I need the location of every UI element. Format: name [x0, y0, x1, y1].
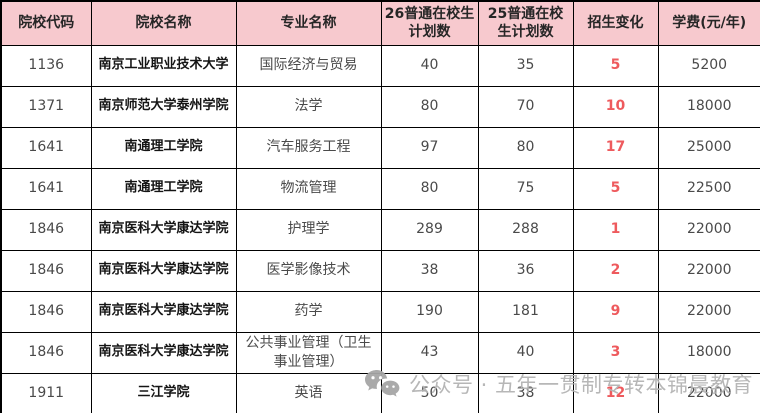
- cell-tuition: 22000: [657, 208, 760, 251]
- cell-tuition: 22000: [657, 249, 760, 292]
- cell-major: 英语: [235, 372, 382, 413]
- table-row: 1136 南京工业职业技术大学 国际经济与贸易 40 35 5 5200: [0, 44, 760, 87]
- cell-code: 1846: [0, 331, 92, 374]
- cell-tuition: 5200: [657, 44, 760, 87]
- column-header-plan26: 26普通在校生计划数: [380, 0, 479, 46]
- cell-plan25: 38: [477, 372, 574, 413]
- table-row: 1641 南通理工学院 物流管理 80 75 5 22500: [0, 167, 760, 210]
- cell-plan26: 289: [380, 208, 479, 251]
- cell-plan26: 97: [380, 126, 479, 169]
- cell-change: 10: [572, 85, 659, 128]
- column-header-code: 院校代码: [0, 0, 92, 46]
- cell-tuition: 22000: [657, 372, 760, 413]
- cell-school: 南京医科大学康达学院: [90, 290, 237, 333]
- cell-change: 2: [572, 249, 659, 292]
- cell-major: 公共事业管理（卫生事业管理）: [235, 331, 382, 374]
- cell-plan26: 50: [380, 372, 479, 413]
- cell-change: 5: [572, 44, 659, 87]
- cell-change: 1: [572, 208, 659, 251]
- cell-plan26: 190: [380, 290, 479, 333]
- cell-code: 1846: [0, 290, 92, 333]
- column-header-major: 专业名称: [235, 0, 382, 46]
- cell-school: 南通理工学院: [90, 126, 237, 169]
- cell-major: 汽车服务工程: [235, 126, 382, 169]
- cell-school: 南京医科大学康达学院: [90, 208, 237, 251]
- cell-code: 1371: [0, 85, 92, 128]
- column-header-school: 院校名称: [90, 0, 237, 46]
- table-body: 1136 南京工业职业技术大学 国际经济与贸易 40 35 5 5200 1371 南京师范大学…: [0, 44, 760, 413]
- cell-tuition: 18000: [657, 85, 760, 128]
- cell-tuition: 18000: [657, 331, 760, 374]
- cell-change: 9: [572, 290, 659, 333]
- table-row: 1371 南京师范大学泰州学院 法学 80 70 10 18000: [0, 85, 760, 128]
- cell-school: 南通理工学院: [90, 167, 237, 210]
- cell-plan25: 181: [477, 290, 574, 333]
- cell-major: 医学影像技术: [235, 249, 382, 292]
- cell-plan26: 80: [380, 85, 479, 128]
- cell-plan25: 75: [477, 167, 574, 210]
- column-header-plan25: 25普通在校生计划数: [477, 0, 574, 46]
- cell-plan25: 40: [477, 331, 574, 374]
- cell-plan25: 80: [477, 126, 574, 169]
- table-row: 1846 南京医科大学康达学院 医学影像技术 38 36 2 22000: [0, 249, 760, 292]
- cell-tuition: 22000: [657, 290, 760, 333]
- cell-change: 17: [572, 126, 659, 169]
- cell-change: 5: [572, 167, 659, 210]
- cell-major: 护理学: [235, 208, 382, 251]
- cell-code: 1911: [0, 372, 92, 413]
- cell-school: 南京师范大学泰州学院: [90, 85, 237, 128]
- table-row: 1846 南京医科大学康达学院 药学 190 181 9 22000: [0, 290, 760, 333]
- cell-code: 1136: [0, 44, 92, 87]
- cell-major: 法学: [235, 85, 382, 128]
- table-row: 1911 三江学院 英语 50 38 12 22000: [0, 372, 760, 413]
- cell-major: 物流管理: [235, 167, 382, 210]
- cell-school: 南京医科大学康达学院: [90, 249, 237, 292]
- cell-school: 南京医科大学康达学院: [90, 331, 237, 374]
- table-row: 1846 南京医科大学康达学院 护理学 289 288 1 22000: [0, 208, 760, 251]
- cell-tuition: 22500: [657, 167, 760, 210]
- header-row: 院校代码 院校名称 专业名称 26普通在校生计划数 25普通在校生计划数 招生变…: [0, 0, 760, 46]
- cell-code: 1641: [0, 167, 92, 210]
- cell-plan26: 80: [380, 167, 479, 210]
- table-row: 1846 南京医科大学康达学院 公共事业管理（卫生事业管理） 43 40 3 18000: [0, 331, 760, 374]
- cell-major: 药学: [235, 290, 382, 333]
- cell-plan25: 70: [477, 85, 574, 128]
- column-header-tuition: 学费(元/年): [657, 0, 760, 46]
- cell-school: 南京工业职业技术大学: [90, 44, 237, 87]
- cell-change: 12: [572, 372, 659, 413]
- cell-plan26: 40: [380, 44, 479, 87]
- cell-code: 1846: [0, 208, 92, 251]
- cell-code: 1846: [0, 249, 92, 292]
- cell-plan25: 36: [477, 249, 574, 292]
- cell-code: 1641: [0, 126, 92, 169]
- cell-change: 3: [572, 331, 659, 374]
- cell-plan26: 38: [380, 249, 479, 292]
- cell-plan26: 43: [380, 331, 479, 374]
- table-row: 1641 南通理工学院 汽车服务工程 97 80 17 25000: [0, 126, 760, 169]
- column-header-change: 招生变化: [572, 0, 659, 46]
- cell-plan25: 35: [477, 44, 574, 87]
- cell-major: 国际经济与贸易: [235, 44, 382, 87]
- cell-tuition: 25000: [657, 126, 760, 169]
- cell-plan25: 288: [477, 208, 574, 251]
- cell-school: 三江学院: [90, 372, 237, 413]
